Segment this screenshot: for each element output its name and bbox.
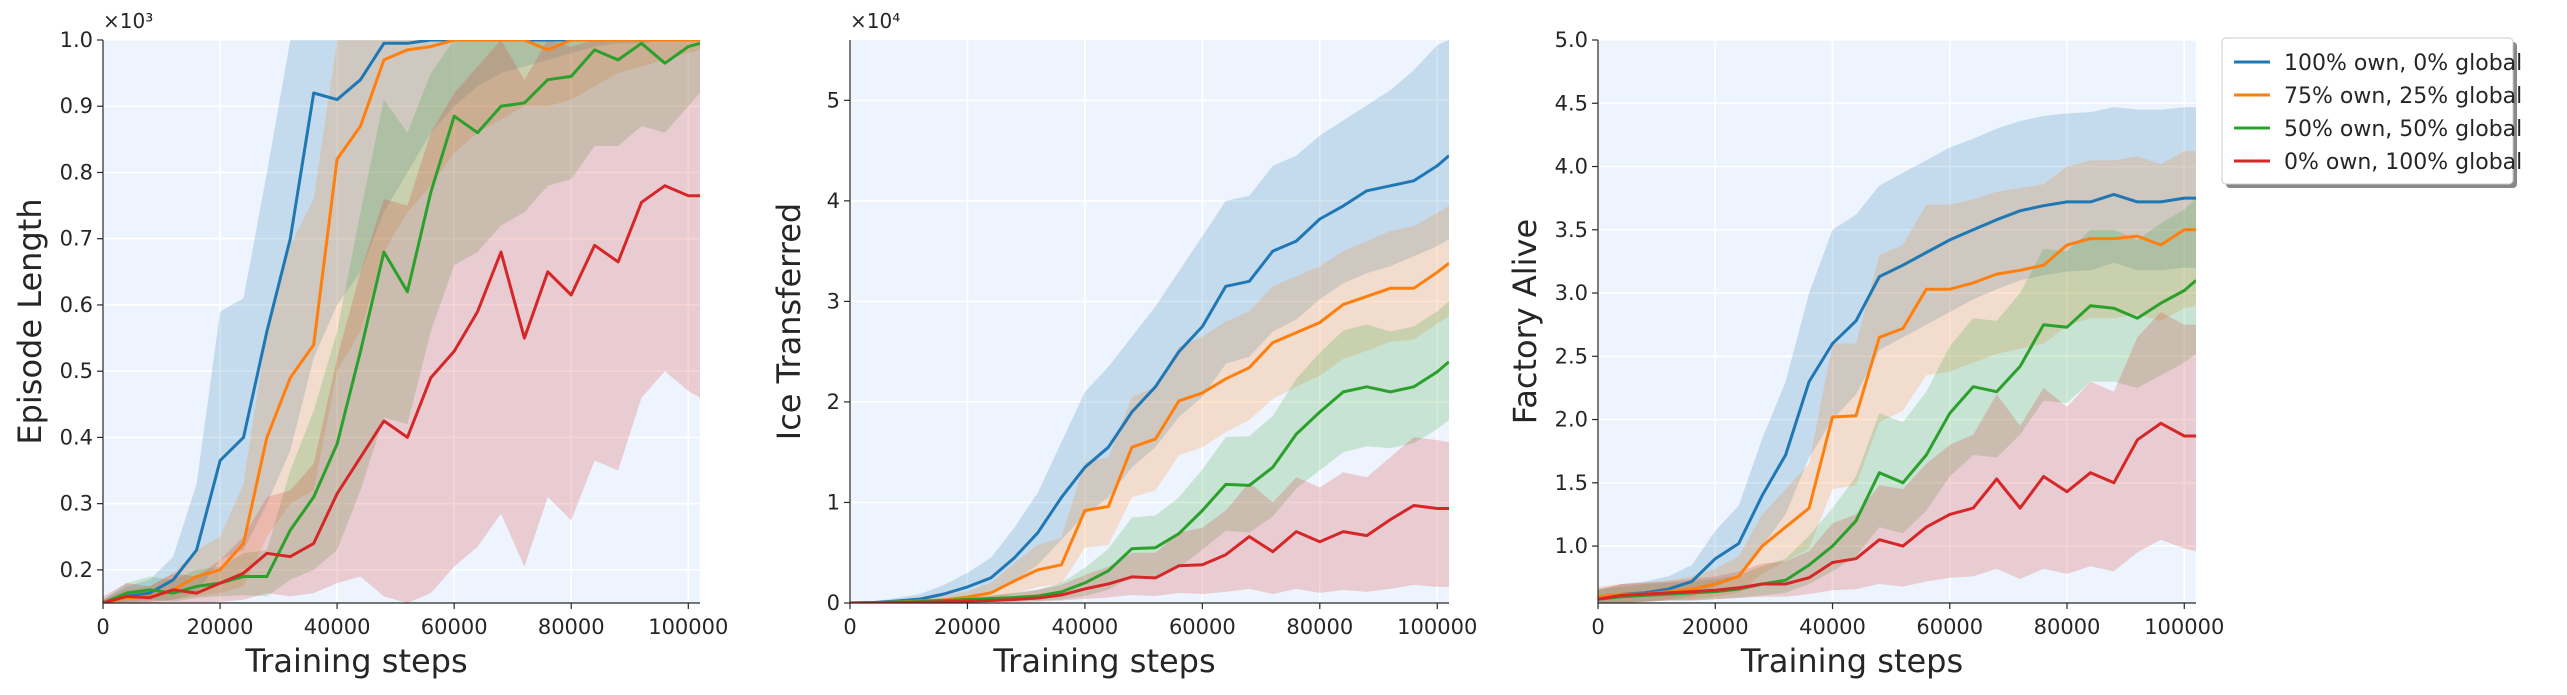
y-tick-label: 3.0 xyxy=(1555,281,1588,305)
x-tick-label: 40000 xyxy=(1051,615,1118,639)
y-tick-label: 0.5 xyxy=(60,359,93,383)
x-tick-label: 0 xyxy=(96,615,109,639)
series-line-100-own xyxy=(1598,192,2196,601)
y-tick-label: 0.6 xyxy=(60,293,93,317)
y-tick-label: 0.4 xyxy=(60,425,93,449)
series-line-0-own xyxy=(1598,421,2196,601)
y-tick-label: 1 xyxy=(827,490,840,514)
series-line-50-own xyxy=(103,41,700,603)
y-tick-label: 0 xyxy=(827,591,840,615)
series-line-75-own xyxy=(1598,228,2196,599)
y-tick-label: 1.0 xyxy=(1555,534,1588,558)
confidence-band-0-own xyxy=(103,40,700,603)
y-axis-label: Ice Transferred xyxy=(770,203,808,440)
confidence-band-75-own xyxy=(103,40,700,603)
x-axis-label: Training steps xyxy=(244,642,467,680)
series-line-0-own xyxy=(103,184,700,603)
x-tick-label: 40000 xyxy=(1799,615,1866,639)
confidence-band-0-own xyxy=(850,437,1449,603)
x-tick-label: 80000 xyxy=(1286,615,1353,639)
confidence-band-75-own xyxy=(850,205,1449,603)
y-tick-label: 3 xyxy=(827,289,840,313)
legend-label-75-own: 75% own, 25% global xyxy=(2284,84,2522,109)
confidence-band-50-own xyxy=(1598,198,2196,603)
y-tick-label: 1.5 xyxy=(1555,471,1588,495)
x-axis-label: Training steps xyxy=(1740,642,1963,680)
series-line-100-own xyxy=(103,40,700,603)
x-tick-label: 100000 xyxy=(1397,615,1477,639)
confidence-band-50-own xyxy=(850,301,1449,603)
factory-alive-chart: 0 20000 40000 60000 80000 100000 1.0 1.5 2.0 2.5 3… xyxy=(1506,28,2224,680)
factory-alive-plot-area xyxy=(1598,40,2196,603)
series-line-75-own xyxy=(103,40,700,603)
x-tick-label: 20000 xyxy=(1682,615,1749,639)
legend: 100% own, 0% global 75% own, 25% global 50… xyxy=(2221,37,2522,188)
confidence-band-50-own xyxy=(103,40,700,603)
legend-box xyxy=(2221,37,2514,185)
x-tick-label: 60000 xyxy=(421,615,488,639)
x-tick-label: 20000 xyxy=(934,615,1001,639)
y-tick-label: 5 xyxy=(827,88,840,112)
confidence-band-100-own xyxy=(1598,107,2196,603)
y-tick-label: 4.0 xyxy=(1555,155,1588,179)
ice-transferred-plot-area xyxy=(850,40,1449,603)
y-tick-label: 0.8 xyxy=(60,160,93,184)
y-tick-label: 1.0 xyxy=(60,28,93,52)
x-tick-label: 60000 xyxy=(1169,615,1236,639)
legend-label-50-own: 50% own, 50% global xyxy=(2284,117,2522,142)
legend-label-0-own: 0% own, 100% global xyxy=(2284,150,2522,175)
y-offset-label: ×10³ xyxy=(103,9,153,33)
y-tick-label: 2.5 xyxy=(1555,344,1588,368)
y-axis-label: Episode Length xyxy=(11,198,49,444)
x-tick-label: 60000 xyxy=(1916,615,1983,639)
x-tick-label: 80000 xyxy=(538,615,605,639)
y-tick-label: 3.5 xyxy=(1555,218,1588,242)
confidence-band-0-own xyxy=(1598,312,2196,603)
y-tick-label: 0.2 xyxy=(60,558,93,582)
y-axis-label: Factory Alive xyxy=(1506,219,1544,424)
x-tick-label: 0 xyxy=(1591,615,1604,639)
y-tick-label: 4 xyxy=(827,189,840,213)
x-axis-label: Training steps xyxy=(992,642,1215,680)
x-tick-label: 20000 xyxy=(187,615,254,639)
episode-length-chart: 0 20000 40000 60000 80000 100000 0.2 0.3 0.4 0.5 0… xyxy=(11,9,728,680)
confidence-band-100-own xyxy=(103,40,700,603)
y-offset-label: ×10⁴ xyxy=(850,9,900,33)
ice-transferred-chart: 0 20000 40000 60000 80000 100000 0 1 2 3 4 5 ×10⁴ Tra… xyxy=(770,9,1477,680)
y-tick-label: 4.5 xyxy=(1555,91,1588,115)
legend-label-100-own: 100% own, 0% global xyxy=(2284,51,2522,76)
y-tick-label: 2.0 xyxy=(1555,408,1588,432)
x-tick-label: 0 xyxy=(843,615,856,639)
x-tick-label: 80000 xyxy=(2034,615,2101,639)
series-line-100-own xyxy=(850,154,1449,603)
episode-length-plot-area xyxy=(103,40,700,603)
y-tick-label: 0.9 xyxy=(60,94,93,118)
series-line-0-own xyxy=(850,504,1449,603)
y-tick-label: 0.7 xyxy=(60,227,93,251)
y-tick-label: 2 xyxy=(827,390,840,414)
x-tick-label: 40000 xyxy=(304,615,371,639)
x-tick-label: 100000 xyxy=(648,615,728,639)
confidence-band-100-own xyxy=(850,40,1449,603)
y-tick-label: 5.0 xyxy=(1555,28,1588,52)
y-tick-label: 0.3 xyxy=(60,492,93,516)
x-tick-label: 100000 xyxy=(2144,615,2224,639)
